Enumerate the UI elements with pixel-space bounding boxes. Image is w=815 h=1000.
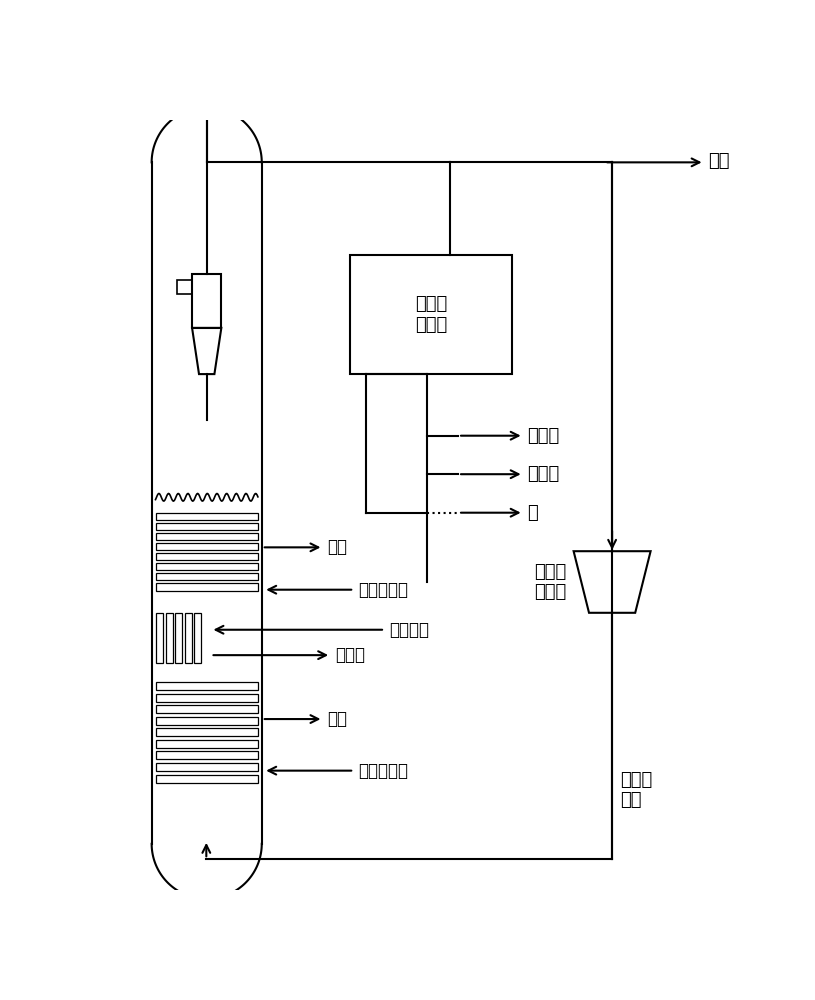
Bar (156, 523, 258, 530)
Bar (175, 613, 183, 663)
Bar (156, 751, 258, 759)
Text: 饱和水入口: 饱和水入口 (358, 581, 408, 599)
Bar (156, 563, 258, 570)
Bar (156, 553, 258, 560)
Text: 出口: 出口 (327, 538, 347, 556)
Text: 新鲜合
成气: 新鲜合 成气 (620, 770, 652, 809)
Bar (156, 774, 258, 783)
Bar (350, 255, 512, 374)
Bar (156, 573, 258, 580)
Bar (156, 513, 258, 520)
Bar (156, 717, 258, 725)
Text: 反吹气体: 反吹气体 (389, 621, 429, 639)
Bar (156, 705, 258, 713)
Text: 出口: 出口 (327, 710, 347, 728)
Text: 费托蜗: 费托蜗 (335, 646, 365, 664)
Bar (156, 740, 258, 748)
Bar (177, 280, 192, 294)
Bar (156, 728, 258, 736)
Bar (156, 682, 258, 690)
Bar (185, 613, 192, 663)
Text: 水: 水 (527, 504, 538, 522)
Text: 轻质油: 轻质油 (527, 427, 560, 445)
Text: 尾气: 尾气 (708, 152, 730, 170)
Text: 循环气
压缩机: 循环气 压缩机 (535, 563, 566, 601)
Text: 重质油: 重质油 (527, 465, 560, 483)
Bar (192, 274, 222, 328)
Bar (165, 613, 173, 663)
Bar (156, 613, 163, 663)
Text: 气液分
离系统: 气液分 离系统 (415, 295, 447, 334)
Bar (194, 613, 201, 663)
Bar (156, 694, 258, 702)
Bar (156, 533, 258, 540)
Bar (156, 763, 258, 771)
Text: 饱和水入口: 饱和水入口 (358, 762, 408, 780)
Bar (156, 543, 258, 550)
Bar (156, 583, 258, 591)
